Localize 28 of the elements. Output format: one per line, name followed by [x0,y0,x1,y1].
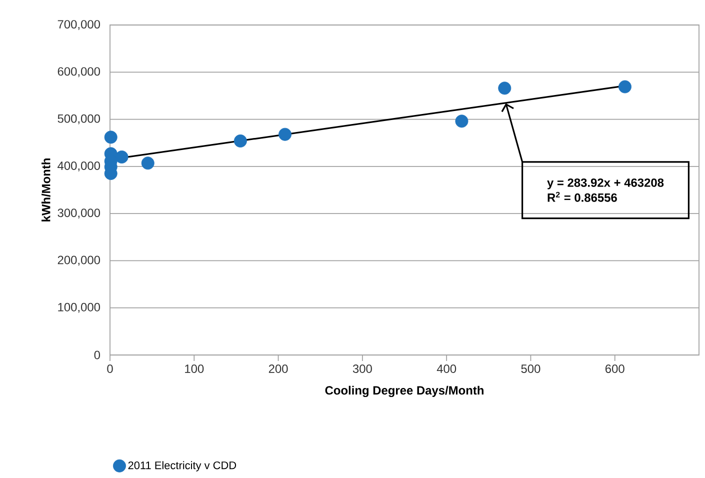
annotation: R$^{2}$ = 0.86556 [548,192,617,202]
y-tick-label: 700,000 [58,20,100,30]
point [234,134,247,148]
y-axis-title: kWh/Month [42,158,50,222]
x-tick-label: 600 [605,364,624,373]
point [115,150,128,164]
x-tick-label: 300 [352,364,372,373]
x-tick-label: 400 [436,364,456,373]
y-tick-label: 300,000 [58,208,100,219]
point [498,82,512,95]
x-tick-label: 500 [521,364,540,373]
y-tick-label: 500,000 [58,114,100,124]
point [618,80,632,94]
point [141,156,154,170]
y-tick-label: 200,000 [58,256,100,266]
x-tick-label: 200 [268,364,288,373]
point [278,128,292,141]
point [104,130,118,144]
y-tick-label: 400,000 [58,161,100,172]
legend-label: 2011 Electricity v CDD [128,461,236,472]
y-tick-label: 100,000 [58,302,100,313]
x-tick-label: 100 [185,364,204,373]
annotation: y = 283.92x + 463208 [547,178,664,190]
x-axis-title: Cooling Degree Days/Month [325,386,484,398]
y-tick-label: 0 [94,350,100,360]
y-tick-label: 600,000 [58,67,100,78]
x-tick-label: 0 [107,364,113,373]
point [455,114,468,128]
